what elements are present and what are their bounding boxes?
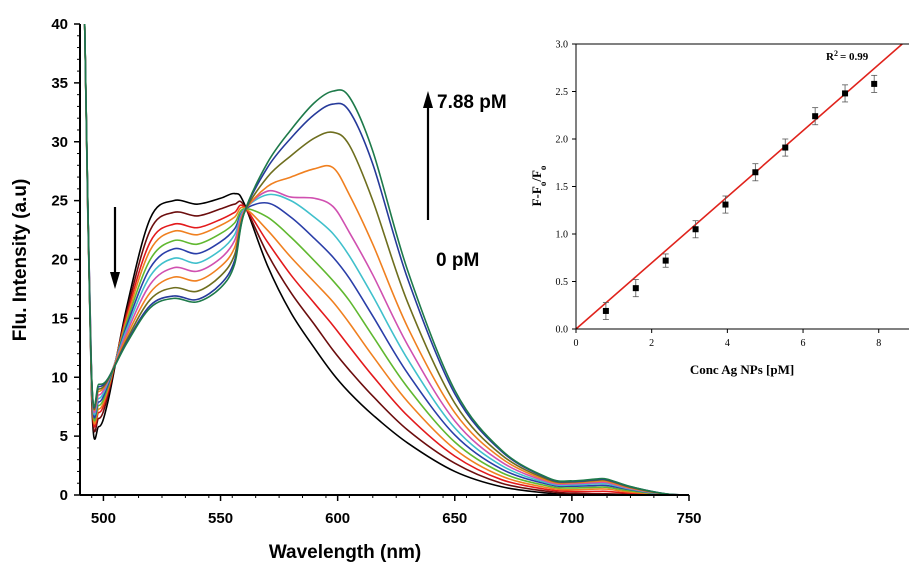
inset-y-tick-label: 3.0: [556, 40, 569, 51]
main-x-tick-label: 750: [676, 510, 701, 527]
main-x-axis-title: Wavelength (nm): [269, 542, 421, 563]
main-x-tick-label: 600: [325, 510, 350, 527]
main-y-tick-label: 20: [51, 252, 68, 269]
data-point-marker: [782, 144, 789, 151]
main-y-tick-label: 5: [60, 428, 68, 445]
data-point: [722, 195, 729, 214]
inset-plot: 0.0 0.5 1.0 1.5 2.0 2.5 3.0 0 2 4 6 8 Conc Ag NPs …: [529, 40, 909, 377]
main-y-axis-title: Flu. Intensity (a.u): [10, 179, 31, 342]
inset-x-tick-label: 4: [725, 338, 730, 349]
main-x-tick-label: 650: [442, 510, 467, 527]
main-y-tick-label: 25: [51, 193, 68, 210]
inset-x-tick-label: 6: [801, 338, 806, 349]
main-y-tick-label: 15: [51, 310, 68, 327]
main-y-tick-labels: 0 5 10 15 20 25 30 35 40: [51, 16, 68, 504]
spectra-series-group: [83, 23, 690, 496]
main-x-tick-label: 700: [559, 510, 584, 527]
data-point-marker: [842, 90, 849, 97]
main-x-tick-label: 500: [91, 510, 116, 527]
data-point-marker: [632, 285, 639, 292]
main-y-tick-label: 0: [60, 487, 68, 504]
data-point: [842, 84, 849, 103]
r-squared-label: R2 = 0.99: [826, 49, 869, 64]
main-y-tick-label: 30: [51, 134, 68, 151]
data-point-marker: [602, 307, 609, 314]
annotation-zero-conc: 0 pM: [436, 250, 479, 271]
inset-y-tick-label: 2.0: [556, 135, 569, 146]
inset-y-tick-labels: 0.0 0.5 1.0 1.5 2.0 2.5 3.0: [556, 40, 569, 336]
data-point-marker: [752, 169, 759, 176]
data-point: [782, 138, 789, 157]
data-point-marker: [722, 201, 729, 208]
inset-y-tick-label: 1.0: [556, 230, 569, 241]
main-axes: [74, 23, 690, 501]
inset-x-tick-label: 0: [574, 338, 579, 349]
inset-axes: [572, 43, 909, 333]
increase-arrow-head-icon: [423, 91, 433, 108]
inset-x-axis-title: Conc Ag NPs [pM]: [690, 362, 794, 377]
spectrum-line-12: [83, 23, 690, 496]
inset-y-tick-label: 0.5: [556, 277, 569, 288]
main-x-tick-labels: 500 550 600 650 700 750: [91, 510, 702, 527]
data-point-marker: [812, 113, 819, 120]
annotation-max-conc: 7.88 pM: [437, 92, 507, 113]
data-point-marker: [871, 80, 878, 87]
inset-points-group: [602, 74, 878, 320]
data-point: [752, 163, 759, 182]
inset-y-tick-label: 2.5: [556, 87, 569, 98]
data-point: [871, 74, 878, 93]
data-point-marker: [662, 257, 669, 264]
inset-y-axis-title: F-Fo/Fo: [529, 165, 548, 206]
data-point: [602, 301, 609, 320]
spectrum-line-2: [83, 23, 690, 496]
data-point: [812, 107, 819, 126]
inset-x-tick-label: 2: [649, 338, 654, 349]
main-x-tick-label: 550: [208, 510, 233, 527]
inset-x-tick-labels: 0 2 4 6 8: [574, 338, 882, 349]
main-y-tick-label: 35: [51, 75, 68, 92]
main-y-tick-label: 40: [51, 16, 68, 33]
data-point: [692, 220, 699, 239]
inset-y-tick-label: 1.5: [556, 182, 569, 193]
data-point: [662, 253, 669, 268]
inset-x-tick-label: 8: [876, 338, 881, 349]
inset-y-tick-label: 0.0: [556, 325, 569, 336]
decrease-arrow-head-icon: [110, 272, 120, 289]
data-point: [632, 279, 639, 298]
data-point-marker: [692, 226, 699, 233]
main-y-tick-label: 10: [51, 369, 68, 386]
